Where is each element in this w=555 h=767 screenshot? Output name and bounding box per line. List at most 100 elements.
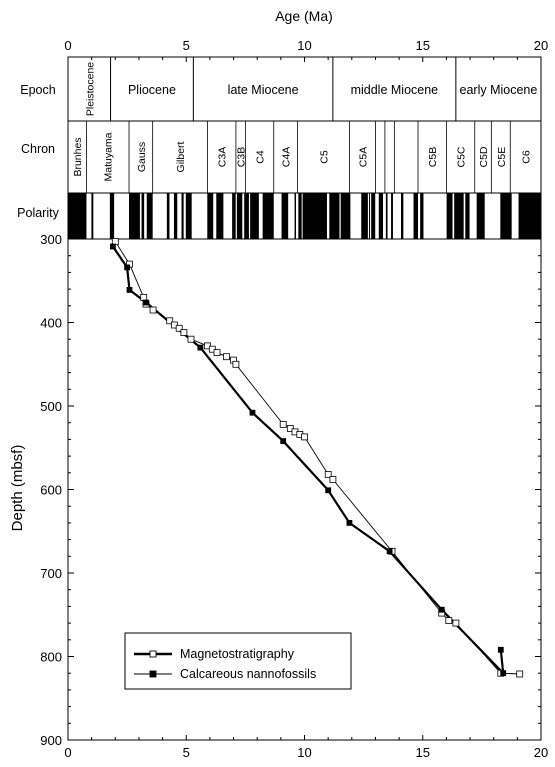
- polarity-normal-interval: [281, 193, 289, 239]
- y-tick-label: 600: [40, 483, 62, 498]
- polarity-normal-interval: [476, 193, 485, 239]
- chron-label: Brunhes: [72, 137, 84, 176]
- legend-marker-nannofossils: [149, 670, 157, 678]
- polarity-normal-interval: [518, 193, 541, 239]
- polarity-normal-interval: [500, 193, 512, 239]
- series-point-1: [386, 548, 393, 555]
- legend-label-nannofossils: Calcareous nannofossils: [180, 667, 316, 681]
- chron-label: C4: [255, 150, 267, 164]
- bottom-x-tick-label: 20: [534, 745, 548, 760]
- series-line-1: [111, 245, 505, 675]
- polarity-normal-interval: [294, 193, 296, 239]
- y-tick-label: 500: [40, 399, 62, 414]
- series-point-0: [223, 353, 230, 361]
- series-point-0: [213, 349, 221, 357]
- polarity-normal-interval: [141, 193, 145, 239]
- polarity-normal-interval: [166, 193, 170, 239]
- series-point-1: [197, 344, 204, 351]
- top-x-tick-label: 15: [416, 38, 430, 53]
- depth-axis: Depth (mbsf) 300 400 500 600 700 800 900: [9, 232, 541, 748]
- polarity-normal-interval: [329, 193, 340, 239]
- chron-label: C5A: [357, 147, 369, 167]
- top-age-axis: Age (Ma) 0 5 10 15 20: [64, 8, 548, 62]
- top-x-tick-label: 10: [297, 38, 311, 53]
- bottom-x-tick-label: 10: [297, 745, 311, 760]
- y-tick-label: 900: [40, 733, 62, 748]
- polarity-normal-interval: [413, 193, 419, 239]
- polarity-normal-interval: [109, 193, 115, 239]
- epoch-label: late Miocene: [228, 83, 299, 97]
- chron-label: C5D: [478, 146, 490, 167]
- polarity-normal-interval: [400, 193, 404, 239]
- series-point-0: [324, 471, 332, 478]
- chron-label: C3B: [236, 147, 248, 167]
- chron-label: C5E: [496, 147, 508, 167]
- chron-label: Gilbert: [175, 141, 187, 172]
- series-point-0: [180, 329, 188, 336]
- series-point-0: [301, 433, 308, 441]
- polarity-normal-interval: [181, 193, 184, 239]
- series-point-1: [325, 487, 332, 494]
- polarity-normal-interval: [391, 193, 393, 239]
- bottom-x-tick-label: 0: [64, 745, 71, 760]
- polarity-normal-interval: [420, 193, 424, 239]
- chron-label: C3A: [217, 147, 229, 167]
- polarity-normal-interval: [146, 193, 153, 239]
- bottom-age-axis: 0 5 10 15 20: [64, 735, 548, 760]
- epoch-label: early Miocene: [460, 83, 538, 97]
- chron-label: C6: [521, 150, 533, 164]
- series-layer: [110, 238, 524, 678]
- legend-label-magnetostratigraphy: Magnetostratigraphy: [180, 647, 295, 661]
- polarity-normal-interval: [91, 193, 94, 239]
- series-point-0: [187, 335, 195, 343]
- series-point-0: [166, 317, 174, 325]
- polarity-normal-interval: [216, 193, 224, 239]
- polarity-normal-interval: [173, 193, 178, 239]
- series-point-1: [346, 520, 353, 526]
- top-x-tick-label: 0: [64, 38, 71, 53]
- top-x-tick-label: 5: [183, 38, 190, 53]
- series-line-0: [114, 241, 520, 675]
- legend-box: [124, 632, 352, 690]
- polarity-normal-interval: [236, 193, 243, 239]
- polarity-normal-interval: [369, 193, 371, 239]
- series-point-0: [232, 360, 240, 368]
- series-point-0: [445, 617, 453, 624]
- polarity-normal-interval: [340, 193, 351, 239]
- polarity-normal-interval: [207, 193, 214, 239]
- series-point-1: [500, 670, 507, 677]
- series-point-1: [249, 409, 256, 416]
- chron-track: Brunhes Matuyama Gauss Gilbert C3A C3B C4 C4A C5…: [67, 120, 542, 194]
- epoch-track-label: Epoch: [20, 83, 55, 97]
- polarity-normal-interval: [454, 193, 464, 239]
- bottom-x-tick-label: 5: [183, 745, 190, 760]
- polarity-normal-interval: [262, 193, 274, 239]
- polarity-normal-interval: [465, 193, 470, 239]
- polarity-track-label: Polarity: [17, 206, 59, 220]
- bottom-x-tick-label: 15: [416, 745, 430, 760]
- series-point-1: [110, 243, 116, 250]
- track-labels: Epoch Chron Polarity: [17, 83, 59, 220]
- y-tick-label: 300: [40, 232, 62, 247]
- polarity-normal-interval: [129, 193, 140, 239]
- epoch-label: Pleistocene: [84, 62, 96, 116]
- chron-label: C5B: [427, 147, 439, 167]
- series-point-1: [143, 299, 149, 306]
- x-axis-label-top: Age (Ma): [275, 8, 333, 24]
- chron-label: C4A: [281, 147, 293, 167]
- polarity-normal-interval: [446, 193, 453, 239]
- polarity-normal-interval: [250, 193, 259, 239]
- series-point-0: [140, 293, 148, 301]
- legend-marker-magnetostratigraphy: [149, 650, 157, 658]
- epoch-label: middle Miocene: [351, 83, 439, 97]
- y-tick-label: 800: [40, 650, 62, 665]
- polarity-normal-interval: [244, 193, 249, 239]
- polarity-normal-interval: [302, 193, 327, 239]
- chron-label: C5C: [456, 146, 468, 167]
- top-x-tick-label: 20: [534, 38, 548, 53]
- chron-label: C5: [318, 150, 330, 164]
- y-axis-label: Depth (mbsf): [9, 445, 26, 532]
- series-point-0: [452, 619, 460, 627]
- series-point-1: [438, 606, 445, 613]
